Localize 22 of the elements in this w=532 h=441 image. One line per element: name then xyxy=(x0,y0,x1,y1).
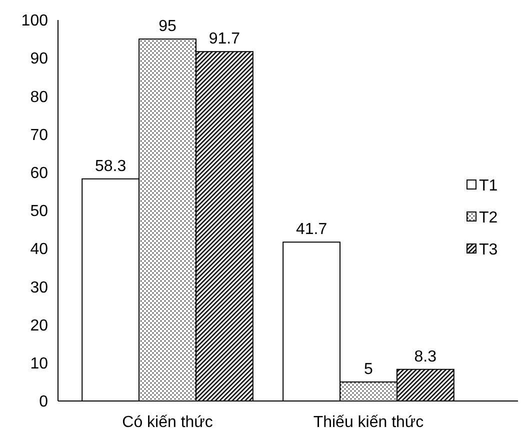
data-label: 41.7 xyxy=(296,221,328,238)
y-tick-label: 50 xyxy=(30,203,48,220)
data-label: 5 xyxy=(364,360,374,378)
data-label: 8.3 xyxy=(414,348,437,366)
y-tick-label: 100 xyxy=(21,12,48,30)
y-tick-label: 30 xyxy=(30,279,48,296)
y-tick-label: 80 xyxy=(30,88,48,106)
x-tick-label: Thiếu kiến thức xyxy=(313,414,424,431)
data-label: 91.7 xyxy=(208,30,240,48)
y-tick-label: 40 xyxy=(30,241,48,258)
y-tick-label: 60 xyxy=(30,165,48,182)
legend-label: T3 xyxy=(479,242,498,259)
y-tick-label: 90 xyxy=(30,50,48,68)
y-tick-label: 70 xyxy=(30,126,48,144)
data-label: 95 xyxy=(158,18,177,36)
y-tick-label: 10 xyxy=(30,356,48,372)
legend-label: T1 xyxy=(479,178,498,195)
y-tick-label: 20 xyxy=(30,317,48,334)
x-tick-label: Có kiến thức xyxy=(122,414,213,431)
legend-label: T2 xyxy=(479,210,498,227)
y-tick-label: 0 xyxy=(39,394,48,411)
data-label: 58.3 xyxy=(95,158,126,175)
